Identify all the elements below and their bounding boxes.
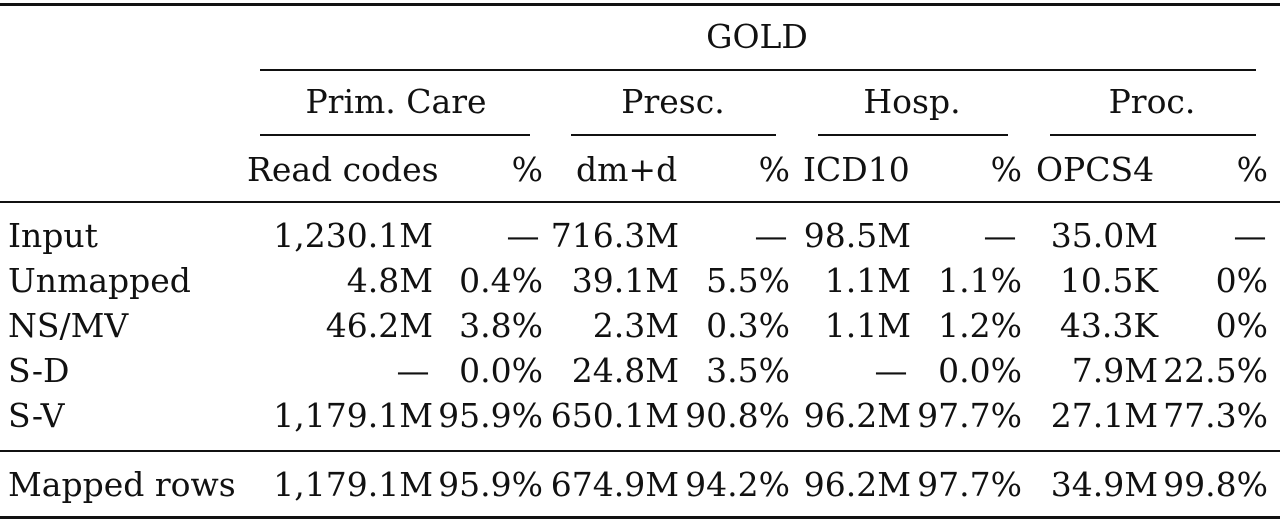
table-row-3-cell-5: 1.1M [824, 306, 911, 345]
table-row-3-cell-6: 1.2% [938, 306, 1022, 345]
total-row-label: Mapped rows [8, 465, 236, 504]
table-row-2-cell-6: 1.1% [938, 261, 1022, 300]
table-row-3-cell-3: 2.3M [592, 306, 679, 345]
table-row-4-cell-4: 3.5% [706, 351, 790, 390]
column-header-6: % [990, 150, 1022, 189]
table-row-5-cell-8: 77.3% [1163, 396, 1268, 435]
table-row-1-cell-3: 716.3M [550, 216, 679, 255]
source-header-prim-care: Prim. Care [305, 82, 487, 121]
bottom-rule [0, 516, 1280, 519]
header-rule [0, 201, 1280, 203]
total-row-cell-7: 34.9M [1050, 465, 1158, 504]
total-row-cell-5: 96.2M [803, 465, 911, 504]
table-row-3-label: NS/MV [8, 306, 129, 345]
table-row-1-cell-8: — [1233, 216, 1267, 255]
column-header-1: Read codes [247, 150, 439, 189]
table-row-2-cell-5: 1.1M [824, 261, 911, 300]
table-row-5-cell-5: 96.2M [803, 396, 911, 435]
table-row-1-cell-5: 98.5M [803, 216, 911, 255]
table-row-4-cell-8: 22.5% [1163, 351, 1268, 390]
table-row-2-cell-2: 0.4% [459, 261, 543, 300]
table-row-4-cell-7: 7.9M [1071, 351, 1158, 390]
column-header-3: dm+d [576, 150, 678, 189]
table-row-5-cell-6: 97.7% [917, 396, 1022, 435]
group-header: GOLD [706, 17, 808, 56]
table-row-5-cell-2: 95.9% [438, 396, 543, 435]
table-row-1-cell-4: — [754, 216, 788, 255]
column-header-5: ICD10 [803, 150, 910, 189]
column-header-7: OPCS4 [1036, 150, 1155, 189]
table-row-4-cell-6: 0.0% [938, 351, 1022, 390]
total-row-cell-1: 1,179.1M [273, 465, 433, 504]
table-row-2-cell-8: 0% [1215, 261, 1268, 300]
table-row-3-cell-7: 43.3K [1059, 306, 1158, 345]
total-rule [0, 450, 1280, 452]
table-row-4-label: S-D [8, 351, 70, 390]
table-row-2-cell-4: 5.5% [706, 261, 790, 300]
table-row-1-label: Input [8, 216, 98, 255]
table-row-5-cell-3: 650.1M [550, 396, 679, 435]
total-row-cell-6: 97.7% [917, 465, 1022, 504]
presc-underline [571, 134, 776, 136]
column-header-2: % [511, 150, 543, 189]
top-rule [0, 3, 1280, 6]
table-row-5-cell-1: 1,179.1M [273, 396, 433, 435]
table-row-3-cell-1: 46.2M [325, 306, 433, 345]
table-row-4-cell-2: 0.0% [459, 351, 543, 390]
table-row-3-cell-4: 0.3% [706, 306, 790, 345]
table-row-5-label: S-V [8, 396, 65, 435]
source-header-presc: Presc. [621, 82, 725, 121]
table-row-5-cell-4: 90.8% [685, 396, 790, 435]
hosp-underline [818, 134, 1008, 136]
table-row-1-cell-6: — [983, 216, 1017, 255]
total-row-cell-4: 94.2% [685, 465, 790, 504]
table-row-1-cell-7: 35.0M [1050, 216, 1158, 255]
prim-care-underline [260, 134, 530, 136]
table-row-1-cell-1: 1,230.1M [273, 216, 433, 255]
table-row-5-cell-7: 27.1M [1050, 396, 1158, 435]
gold-underline [260, 69, 1256, 71]
table-row-4-cell-5: — [874, 351, 908, 390]
table-row-4-cell-3: 24.8M [571, 351, 679, 390]
total-row-cell-3: 674.9M [550, 465, 679, 504]
source-header-proc: Proc. [1108, 82, 1196, 121]
table-row-2-label: Unmapped [8, 261, 191, 300]
table-row-1-cell-2: — [506, 216, 540, 255]
table-row-2-cell-3: 39.1M [571, 261, 679, 300]
table-row-3-cell-2: 3.8% [459, 306, 543, 345]
table-row-3-cell-8: 0% [1215, 306, 1268, 345]
proc-underline [1050, 134, 1256, 136]
table-row-2-cell-7: 10.5K [1059, 261, 1158, 300]
total-row-cell-2: 95.9% [438, 465, 543, 504]
table-row-2-cell-1: 4.8M [346, 261, 433, 300]
column-header-4: % [758, 150, 790, 189]
total-row-cell-8: 99.8% [1163, 465, 1268, 504]
table-row-4-cell-1: — [396, 351, 430, 390]
column-header-8: % [1236, 150, 1268, 189]
source-header-hosp: Hosp. [863, 82, 961, 121]
